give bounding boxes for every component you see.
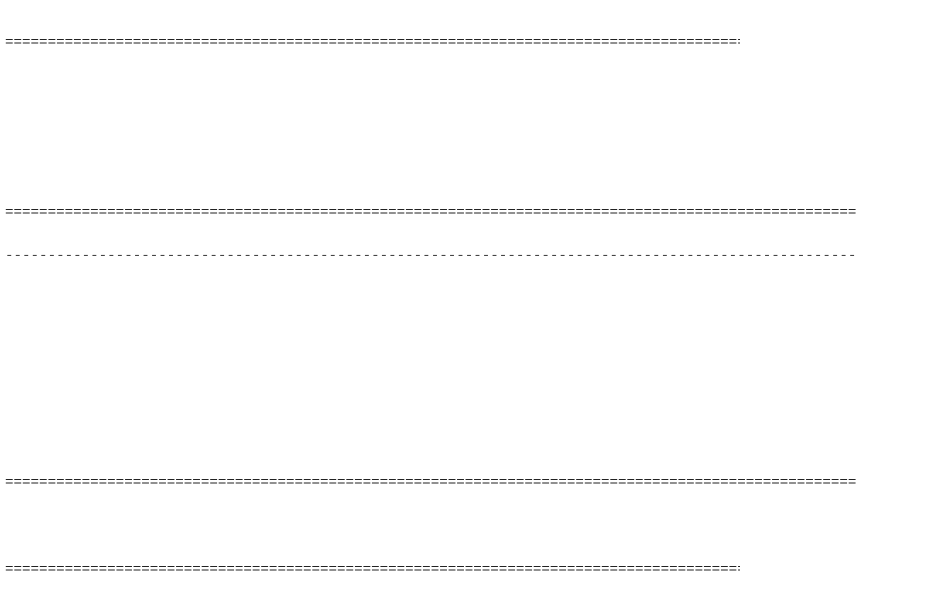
separator-top: ========================================… [5, 38, 740, 48]
separator-mid: ========================================… [5, 208, 857, 218]
separator-coef-end: ========================================… [5, 478, 857, 488]
separator-bottom: ========================================… [5, 565, 740, 575]
dashed-separator: ----------------------------------------… [5, 251, 857, 261]
